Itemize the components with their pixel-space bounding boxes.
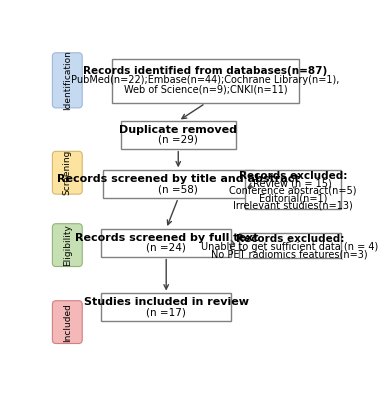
Text: Records screened by full text: Records screened by full text [75,233,258,243]
FancyBboxPatch shape [238,234,341,258]
Text: (n =17): (n =17) [146,307,186,317]
FancyBboxPatch shape [53,53,82,108]
Text: Irrelevant studies(n=13): Irrelevant studies(n=13) [233,200,353,210]
Text: Editorial(n=1): Editorial(n=1) [259,193,327,203]
Text: Included: Included [63,303,72,342]
FancyBboxPatch shape [102,294,231,321]
FancyBboxPatch shape [121,121,235,149]
FancyBboxPatch shape [53,301,82,344]
FancyBboxPatch shape [53,224,82,266]
Text: Identification: Identification [63,50,72,110]
Text: Conference abstract(n=5): Conference abstract(n=5) [229,186,357,196]
Text: Screening: Screening [63,150,72,196]
Text: Review (n = 15): Review (n = 15) [254,178,332,188]
Text: Unable to get sufficient data (n = 4): Unable to get sufficient data (n = 4) [201,242,378,252]
Text: (n =29): (n =29) [158,135,198,145]
Text: Records identified from databases(n=87): Records identified from databases(n=87) [83,66,328,76]
Text: Duplicate removed: Duplicate removed [119,125,237,135]
Text: (n =58): (n =58) [158,184,198,194]
FancyBboxPatch shape [245,170,341,209]
Text: Records excluded:: Records excluded: [238,171,347,181]
FancyBboxPatch shape [53,151,82,194]
Text: Studies included in review: Studies included in review [84,298,249,308]
Text: Web of Science(n=9);CNKI(n=11): Web of Science(n=9);CNKI(n=11) [124,84,287,94]
FancyBboxPatch shape [112,59,299,103]
Text: (n =24): (n =24) [146,242,186,252]
Text: Eligibility: Eligibility [63,224,72,266]
FancyBboxPatch shape [103,170,254,198]
Text: Records excluded:: Records excluded: [236,234,344,244]
Text: PubMed(n=22);Embase(n=44);Cochrane Library(n=1),: PubMed(n=22);Embase(n=44);Cochrane Libra… [71,75,340,85]
FancyBboxPatch shape [102,229,231,256]
Text: Records screened by title and abstract: Records screened by title and abstract [57,174,300,184]
Text: No PET radiomics features(n=3): No PET radiomics features(n=3) [212,250,368,260]
